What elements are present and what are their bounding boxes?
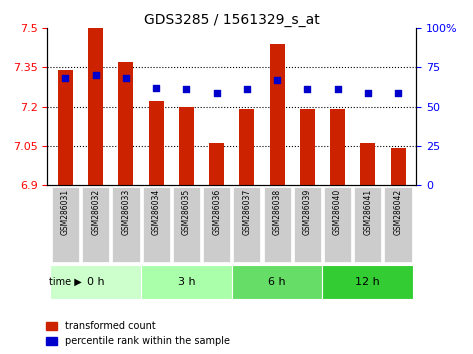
Bar [209,143,224,185]
Point [304,87,311,92]
Text: GSM286036: GSM286036 [212,189,221,235]
Bar [360,143,376,185]
FancyBboxPatch shape [112,187,140,262]
Text: GSM286033: GSM286033 [122,189,131,235]
Bar [58,70,73,185]
FancyBboxPatch shape [385,187,412,262]
Text: GSM286037: GSM286037 [242,189,251,235]
Text: GSM286042: GSM286042 [394,189,403,235]
Point [243,87,251,92]
FancyBboxPatch shape [294,187,321,262]
FancyBboxPatch shape [141,265,232,299]
Text: GSM286034: GSM286034 [152,189,161,235]
Bar [391,148,406,185]
Title: GDS3285 / 1561329_s_at: GDS3285 / 1561329_s_at [144,13,320,27]
Point [364,90,372,95]
FancyBboxPatch shape [232,265,323,299]
Text: GSM286031: GSM286031 [61,189,70,235]
Text: 3 h: 3 h [177,277,195,287]
Bar [239,109,254,185]
FancyBboxPatch shape [173,187,200,262]
Point [152,85,160,91]
Bar [300,109,315,185]
FancyBboxPatch shape [52,187,79,262]
Point [334,87,342,92]
Point [213,90,220,95]
FancyBboxPatch shape [203,187,230,262]
Text: GSM286041: GSM286041 [363,189,372,235]
Bar [270,44,285,185]
Text: GSM286039: GSM286039 [303,189,312,235]
Text: 12 h: 12 h [356,277,380,287]
Point [122,76,130,81]
Text: GSM286035: GSM286035 [182,189,191,235]
Text: 6 h: 6 h [268,277,286,287]
FancyBboxPatch shape [354,187,381,262]
Text: time ▶: time ▶ [49,277,81,287]
Point [92,73,99,78]
FancyBboxPatch shape [324,187,351,262]
Bar [118,62,133,185]
FancyBboxPatch shape [233,187,261,262]
Text: GSM286038: GSM286038 [272,189,281,235]
Legend: transformed count, percentile rank within the sample: transformed count, percentile rank withi… [43,319,233,349]
Bar [179,107,194,185]
FancyBboxPatch shape [82,187,109,262]
Point [183,87,190,92]
FancyBboxPatch shape [142,187,170,262]
Point [394,90,402,95]
Text: GSM286032: GSM286032 [91,189,100,235]
Point [273,77,281,83]
Bar [149,102,164,185]
Bar [330,109,345,185]
Bar [88,28,103,185]
FancyBboxPatch shape [263,187,291,262]
Text: 0 h: 0 h [87,277,105,287]
Point [61,76,69,81]
FancyBboxPatch shape [50,265,141,299]
FancyBboxPatch shape [323,265,413,299]
Text: GSM286040: GSM286040 [333,189,342,235]
